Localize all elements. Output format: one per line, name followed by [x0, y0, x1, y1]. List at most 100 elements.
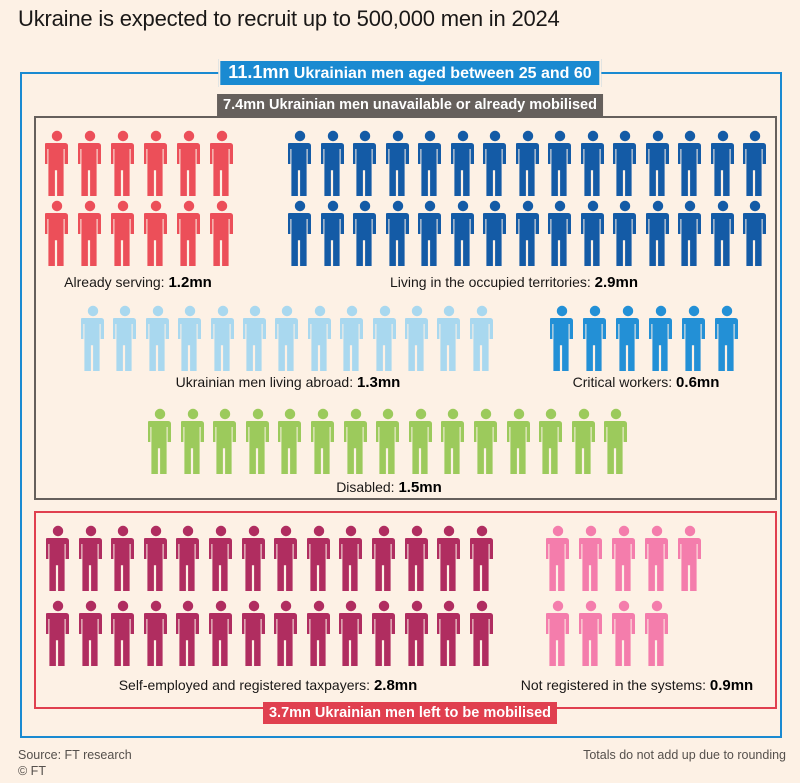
person-icon [645, 525, 668, 591]
person-icon [546, 525, 569, 591]
person-icon [385, 130, 409, 196]
person-icon [515, 200, 539, 266]
label-self-employed: Self-employed and registered taxpayers: … [118, 677, 418, 694]
person-icon [469, 305, 493, 371]
person-icon [682, 305, 705, 371]
page-title: Ukraine is expected to recruit up to 500… [18, 6, 560, 31]
person-icon [46, 525, 69, 591]
person-icon [78, 200, 101, 266]
person-icon [353, 200, 376, 266]
person-icon [450, 200, 474, 266]
person-icon [143, 600, 167, 666]
person-icon [111, 200, 134, 266]
person-icon [616, 305, 639, 371]
person-icon [678, 525, 701, 591]
person-icon [311, 408, 334, 474]
person-icon [148, 408, 171, 474]
person-icon [78, 525, 102, 591]
person-icon [320, 200, 344, 266]
person-icon [385, 200, 409, 266]
person-icon [469, 525, 493, 591]
person-icon [113, 305, 137, 371]
person-icon [274, 525, 298, 591]
label-disabled: Disabled: 1.5mn [336, 479, 442, 496]
person-icon [645, 600, 668, 666]
person-icon [143, 525, 167, 591]
person-icon [437, 600, 461, 666]
person-icon [405, 305, 428, 371]
person-icon [274, 600, 298, 666]
person-icon [306, 525, 330, 591]
person-icon [483, 130, 506, 196]
person-icon [418, 130, 441, 196]
label-abroad: Ukrainian men living abroad: 1.3mn [175, 374, 401, 391]
person-icon [176, 600, 200, 666]
person-icon [209, 525, 232, 591]
person-icon [418, 200, 441, 266]
person-icon [550, 305, 573, 371]
rounding-note: Totals do not add up due to rounding [583, 748, 786, 762]
person-icon [678, 130, 701, 196]
label-already-serving: Already serving: 1.2mn [64, 274, 212, 291]
person-icon [579, 600, 602, 666]
person-icon [78, 600, 102, 666]
person-icon [241, 525, 265, 591]
person-icon [144, 200, 167, 266]
person-icon [177, 130, 200, 196]
person-icon [539, 408, 563, 474]
person-icon [288, 200, 311, 266]
person-icon [210, 305, 234, 371]
person-icon [176, 525, 200, 591]
person-icon [243, 305, 266, 371]
person-icon [441, 408, 465, 474]
person-icon [111, 600, 135, 666]
unavailable-box-frame [34, 116, 777, 500]
person-icon [210, 200, 233, 266]
label-not-registered: Not registered in the systems: 0.9mn [520, 677, 754, 694]
person-icon [45, 200, 68, 266]
person-icon [613, 200, 636, 266]
person-icon [579, 525, 602, 591]
person-icon [144, 130, 167, 196]
label-critical: Critical workers: 0.6mn [572, 374, 720, 391]
person-icon [743, 200, 766, 266]
person-icon [548, 200, 571, 266]
person-icon [209, 600, 232, 666]
person-icon [177, 200, 200, 266]
person-icon [580, 130, 604, 196]
person-icon [404, 600, 428, 666]
person-icon [604, 408, 628, 474]
person-icon [288, 130, 311, 196]
person-icon [450, 130, 474, 196]
person-icon [213, 408, 237, 474]
person-icon [339, 525, 363, 591]
person-icon [506, 408, 530, 474]
person-icon [408, 408, 432, 474]
person-icon [515, 130, 539, 196]
person-icon [339, 600, 363, 666]
person-icon [340, 305, 364, 371]
person-icon [111, 130, 134, 196]
person-icon [649, 305, 672, 371]
person-icon [372, 305, 396, 371]
person-icon [320, 130, 344, 196]
person-icon [743, 130, 766, 196]
person-icon [241, 600, 265, 666]
person-icon [612, 600, 635, 666]
unavailable-box-badge: 7.4mn Ukrainian men unavailable or alrea… [217, 94, 603, 116]
person-icon [372, 525, 395, 591]
person-icon [78, 130, 101, 196]
left-to-mobilise-box-badge: 3.7mn Ukrainian men left to be mobilised [262, 702, 558, 724]
person-icon [353, 130, 376, 196]
person-icon [404, 525, 428, 591]
person-icon [46, 600, 69, 666]
person-icon [613, 130, 636, 196]
person-icon [111, 525, 135, 591]
person-icon [645, 130, 669, 196]
person-icon [645, 200, 669, 266]
person-icon [546, 600, 569, 666]
person-icon [469, 600, 493, 666]
person-icon [483, 200, 506, 266]
person-icon [376, 408, 400, 474]
person-icon [372, 600, 395, 666]
